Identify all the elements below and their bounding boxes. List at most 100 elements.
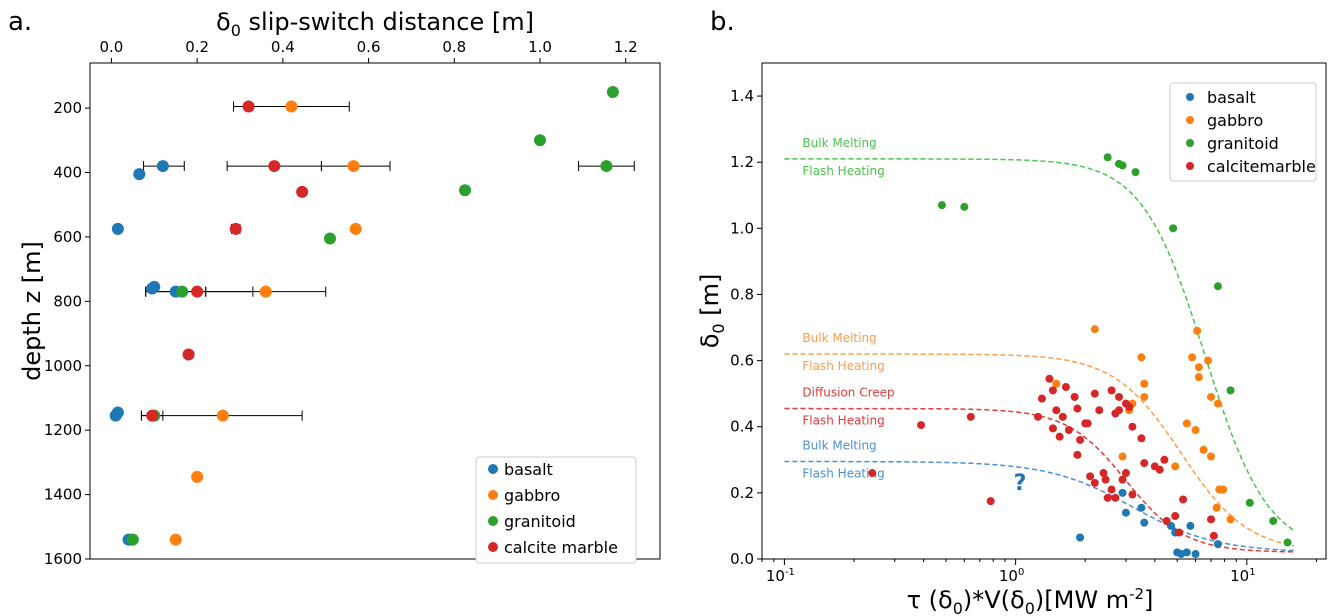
- point-b-calcitemarble: [1125, 402, 1134, 411]
- point-b-calcitemarble: [1175, 528, 1184, 537]
- point-b-gabbro: [1188, 353, 1197, 362]
- point-b-gabbro: [1140, 392, 1149, 401]
- point-b-calcitemarble: [1121, 469, 1130, 478]
- point-b-calcitemarble: [1090, 389, 1099, 398]
- point-b-granitoid: [937, 201, 946, 210]
- panel-a-label: a.: [8, 7, 32, 37]
- point-b-calcitemarble: [1073, 404, 1082, 413]
- plot-b-legend-box: [1169, 82, 1317, 182]
- point-a-calcite-marble: [296, 185, 309, 198]
- point-b-basalt: [1118, 488, 1127, 497]
- legend-a-marble: calcite marble: [504, 538, 618, 557]
- point-b-calcitemarble: [1073, 450, 1082, 459]
- point-b-basalt: [1191, 550, 1200, 559]
- point-a-basalt: [109, 409, 122, 422]
- point-b-gabbro: [1140, 379, 1149, 388]
- point-b-basalt: [1186, 521, 1195, 530]
- point-b-calcitemarble: [1058, 412, 1067, 421]
- point-b-calcitemarble: [1160, 455, 1169, 464]
- point-b-calcitemarble: [1048, 424, 1057, 433]
- plot-b-xlabel: τ (δ0)*V(δ0)[MW m-2]: [907, 585, 1154, 616]
- point-b-calcitemarble: [1061, 383, 1070, 392]
- ytick-label-b: 0.8: [730, 285, 754, 303]
- point-b-calcitemarble: [966, 412, 975, 421]
- point-b-gabbro: [1199, 445, 1208, 454]
- point-a-calcite-marble: [229, 222, 242, 235]
- ytick-label-a: 800: [53, 292, 82, 310]
- point-b-gabbro: [1118, 452, 1127, 461]
- question-mark-annotation: ?: [1014, 471, 1027, 496]
- point-a-granitoid: [606, 85, 619, 98]
- ytick-label-b: 0.4: [730, 418, 754, 436]
- plot-a-frame: [89, 62, 661, 560]
- point-b-calcitemarble: [1103, 493, 1112, 502]
- point-a-basalt: [156, 160, 169, 173]
- point-b-calcitemarble: [1045, 374, 1054, 383]
- point-b-basalt: [1076, 533, 1085, 542]
- ytick-label-b: 1.2: [730, 153, 754, 171]
- point-a-basalt: [146, 282, 159, 295]
- point-b-calcitemarble: [1055, 432, 1064, 441]
- xtick-label-a: 1.0: [528, 38, 552, 56]
- plot-b-points: [868, 153, 1292, 559]
- plot-a-ylabel: depth z [m]: [18, 241, 46, 381]
- point-a-basalt: [133, 168, 146, 181]
- point-b-gabbro: [1171, 462, 1180, 471]
- plot-b-legend: basalt gabbro granitoid calcitemarble: [1169, 82, 1317, 182]
- point-b-calcitemarble: [1128, 422, 1137, 431]
- ytick-label-b: 0.6: [730, 352, 754, 370]
- plot-b-ylabel: δ0 [m]: [696, 274, 728, 349]
- point-b-calcitemarble: [1070, 392, 1079, 401]
- curve-label-top: Bulk Melting: [802, 438, 876, 452]
- point-b-calcitemarble: [1207, 515, 1216, 524]
- xtick-label-a: 0.2: [185, 38, 209, 56]
- plot-a-xticks: 0.0 0.2 0.4 0.6 0.8 1.0 1.2: [99, 38, 638, 63]
- ytick-label-b: 0.0: [730, 550, 754, 568]
- xtick-label-a: 0.6: [357, 38, 381, 56]
- point-b-gabbro: [1193, 326, 1202, 335]
- point-b-calcitemarble: [1083, 419, 1092, 428]
- point-b-calcitemarble: [1162, 516, 1171, 525]
- point-a-gabbro: [169, 533, 182, 546]
- ytick-label-a: 600: [53, 228, 82, 246]
- legend-a-marker-gabbro: [488, 490, 498, 500]
- point-b-granitoid: [960, 202, 969, 211]
- point-b-calcitemarble: [1115, 406, 1124, 415]
- plot-a-yticks: 200 400 600 800 1000 1200 1400 1600: [44, 99, 90, 568]
- panel-a: a. δ0 slip-switch distance [m] depth z […: [8, 7, 661, 568]
- point-a-gabbro: [349, 222, 362, 235]
- point-b-gabbro: [1213, 399, 1222, 408]
- model-curve: [784, 353, 1295, 547]
- point-b-gabbro: [1137, 353, 1146, 362]
- model-curve: [784, 460, 1295, 552]
- xtick-label-a: 0.4: [271, 38, 295, 56]
- plot-b-frame: [761, 62, 1327, 560]
- point-b-basalt: [1213, 540, 1222, 549]
- point-b-calcitemarble: [1107, 386, 1116, 395]
- xtick-label-a: 0.8: [442, 38, 466, 56]
- plot-a-points: [109, 85, 619, 546]
- point-b-calcitemarble: [986, 497, 995, 506]
- point-a-calcite-marble: [146, 409, 159, 422]
- ytick-label-b: 0.2: [730, 484, 754, 502]
- point-b-basalt: [1121, 508, 1130, 517]
- ytick-label-b: 1.0: [730, 219, 754, 237]
- panel-b-label: b.: [710, 7, 735, 37]
- point-a-gabbro: [347, 160, 360, 173]
- point-b-calcitemarble: [1118, 475, 1127, 484]
- point-b-granitoid: [1226, 386, 1235, 395]
- point-b-calcitemarble: [1076, 435, 1085, 444]
- point-b-calcitemarble: [1095, 406, 1104, 415]
- point-b-calcitemarble: [1086, 472, 1095, 481]
- point-a-calcite-marble: [268, 160, 281, 173]
- legend-b-marker-marble: [1186, 162, 1194, 170]
- point-b-gabbro: [1219, 485, 1228, 494]
- point-b-calcitemarble: [1140, 459, 1149, 468]
- point-a-granitoid: [534, 134, 546, 147]
- point-b-calcitemarble: [1034, 412, 1043, 421]
- legend-b-marker-granitoid: [1186, 139, 1194, 147]
- point-b-calcitemarble: [1090, 478, 1099, 487]
- plot-b-xticks: 10-1 100 101: [761, 559, 1317, 585]
- point-a-basalt: [111, 222, 124, 235]
- point-b-calcitemarble: [1107, 485, 1116, 494]
